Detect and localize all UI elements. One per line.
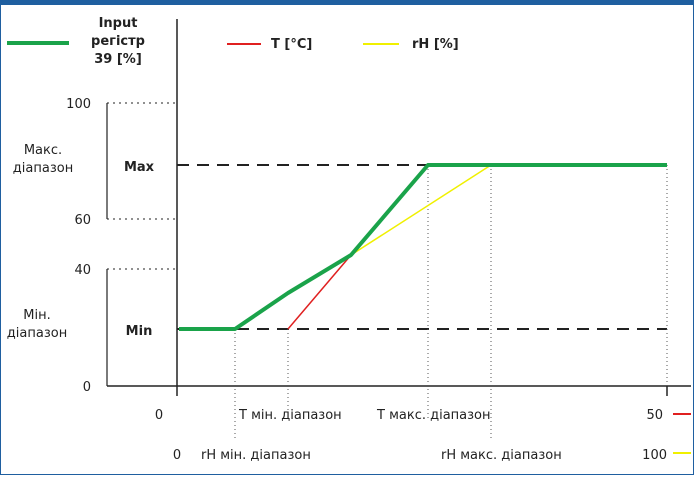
t-axis-start: 0 (155, 408, 163, 423)
y-tick-40: 40 (74, 263, 91, 278)
legend-temperature-label: T [°C] (271, 37, 312, 52)
input-register-curve (179, 163, 667, 331)
legend-input-label-line3: 39 [%] (94, 52, 142, 67)
min-level-label: Min (126, 324, 153, 339)
temperature-curve (287, 254, 352, 330)
y-tick-0: 0 (83, 380, 91, 395)
t-max-label: T макс. діапазон (376, 408, 491, 423)
input-mapping-diagram: Input регістр 39 [%] T [°C] rH [%] 100 6… (7, 16, 691, 463)
legend-input-label-line2: регістр (91, 34, 145, 49)
rh-axis-start: 0 (173, 448, 181, 463)
y-tick-100: 100 (66, 97, 91, 112)
y-tick-60: 60 (74, 213, 91, 228)
min-range-label-line1: Мін. (23, 308, 50, 323)
max-range-label-line2: діапазон (13, 161, 73, 176)
max-level-label: Max (124, 160, 155, 175)
legend-humidity-label: rH [%] (412, 37, 459, 52)
t-axis-end: 50 (646, 408, 663, 423)
t-min-label: T мін. діапазон (238, 408, 342, 423)
humidity-curve (350, 164, 492, 256)
rh-min-label: rH мін. діапазон (201, 448, 311, 463)
rh-axis-end: 100 (642, 448, 667, 463)
min-range-label-line2: діапазон (7, 326, 67, 341)
max-range-label-line1: Макс. (24, 143, 62, 158)
legend-input-label-line1: Input (99, 16, 138, 31)
rh-max-label: rH макс. діапазон (441, 448, 562, 463)
